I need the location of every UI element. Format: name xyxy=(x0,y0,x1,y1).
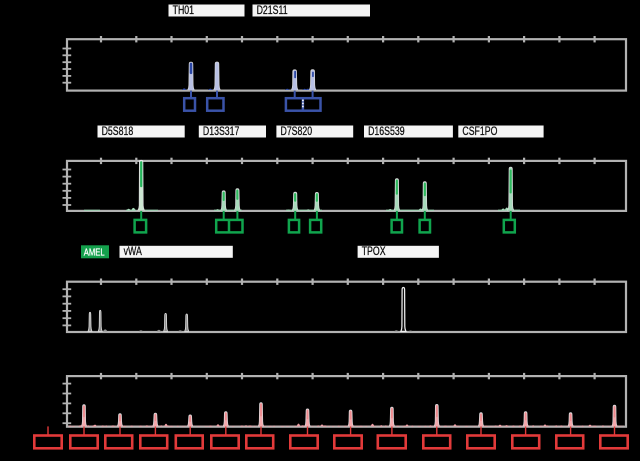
svg-text:D7S820: D7S820 xyxy=(281,124,313,138)
svg-text:AMEL: AMEL xyxy=(84,247,105,258)
svg-text:D5S818: D5S818 xyxy=(102,124,134,138)
svg-text:TPOX: TPOX xyxy=(362,244,386,258)
svg-text:CSF1PO: CSF1PO xyxy=(462,124,497,138)
svg-text:D16S539: D16S539 xyxy=(368,124,405,138)
svg-text:vWA: vWA xyxy=(124,244,142,258)
svg-text:D21S11: D21S11 xyxy=(257,3,288,17)
svg-text:D13S317: D13S317 xyxy=(203,124,240,138)
svg-text:TH01: TH01 xyxy=(173,3,195,17)
